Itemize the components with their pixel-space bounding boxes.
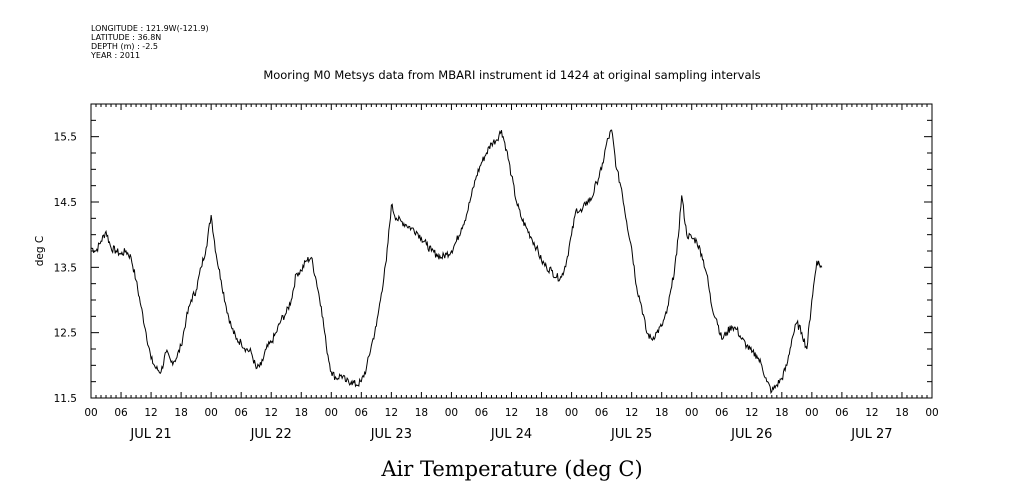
x-date-label: JUL 24	[490, 427, 532, 442]
x-hour-label: 06	[475, 407, 489, 419]
x-hour-label: 00	[445, 407, 458, 419]
x-hour-label: 06	[715, 407, 729, 419]
meta-depth: DEPTH (m) : -2.5	[91, 42, 158, 51]
x-hour-label: 12	[385, 407, 398, 419]
x-hour-label: 12	[625, 407, 638, 419]
y-tick-label: 14.5	[54, 197, 77, 209]
x-hour-label: 18	[415, 407, 428, 419]
x-axis-ticks	[90, 104, 933, 398]
x-hour-label: 12	[144, 407, 157, 419]
x-date-label: JUL 23	[370, 427, 412, 442]
x-hour-label: 00	[204, 407, 217, 419]
y-tick-label: 11.5	[54, 393, 77, 405]
meta-latitude: LATITUDE : 36.8N	[91, 33, 161, 42]
x-hour-label: 06	[595, 407, 609, 419]
meta-year: YEAR : 2011	[90, 51, 140, 60]
x-hour-label: 18	[775, 407, 788, 419]
meta-longitude: LONGITUDE : 121.9W(-121.9)	[91, 24, 209, 33]
x-hour-label: 12	[865, 407, 878, 419]
y-tick-label: 13.5	[54, 262, 77, 274]
x-axis-label: Air Temperature (deg C)	[380, 457, 642, 481]
x-hour-label: 12	[265, 407, 278, 419]
x-hour-label: 00	[325, 407, 338, 419]
y-axis-tick-labels: 11.5 12.5 13.5 14.5 15.5	[54, 132, 77, 405]
chart-title: Mooring M0 Metsys data from MBARI instru…	[263, 68, 760, 82]
x-axis-hour-labels: 00 06 12 18 00 06 12 18 00 06 12 18 00 06 12 18 00 06 12 18…	[84, 407, 938, 419]
x-date-label: JUL 21	[129, 427, 171, 442]
x-hour-label: 18	[655, 407, 668, 419]
x-hour-label: 00	[925, 407, 938, 419]
x-hour-label: 00	[565, 407, 578, 419]
x-hour-label: 00	[84, 407, 97, 419]
x-hour-label: 18	[174, 407, 187, 419]
x-hour-label: 18	[535, 407, 548, 419]
x-hour-label: 00	[805, 407, 818, 419]
x-hour-label: 06	[234, 407, 248, 419]
x-axis-date-labels: JUL 21 JUL 22 JUL 23 JUL 24 JUL 25 JUL 26 JUL …	[129, 427, 892, 442]
air-temperature-series-line	[90, 129, 823, 395]
x-date-label: JUL 22	[250, 427, 292, 442]
x-hour-label: 12	[505, 407, 518, 419]
x-date-label: JUL 25	[610, 427, 652, 442]
x-hour-label: 18	[895, 407, 908, 419]
y-tick-label: 12.5	[54, 328, 77, 340]
x-date-label: JUL 26	[730, 427, 772, 442]
x-hour-label: 12	[745, 407, 758, 419]
x-hour-label: 18	[295, 407, 308, 419]
plot-frame	[90, 103, 933, 399]
x-hour-label: 06	[114, 407, 128, 419]
x-date-label: JUL 27	[850, 427, 892, 442]
y-axis-ticks	[91, 103, 932, 399]
y-tick-label: 15.5	[54, 132, 77, 144]
y-axis-label: deg C	[34, 236, 46, 266]
x-hour-label: 06	[355, 407, 369, 419]
x-hour-label: 06	[835, 407, 849, 419]
metadata-block: LONGITUDE : 121.9W(-121.9) LATITUDE : 36…	[90, 24, 209, 60]
x-hour-label: 00	[685, 407, 698, 419]
